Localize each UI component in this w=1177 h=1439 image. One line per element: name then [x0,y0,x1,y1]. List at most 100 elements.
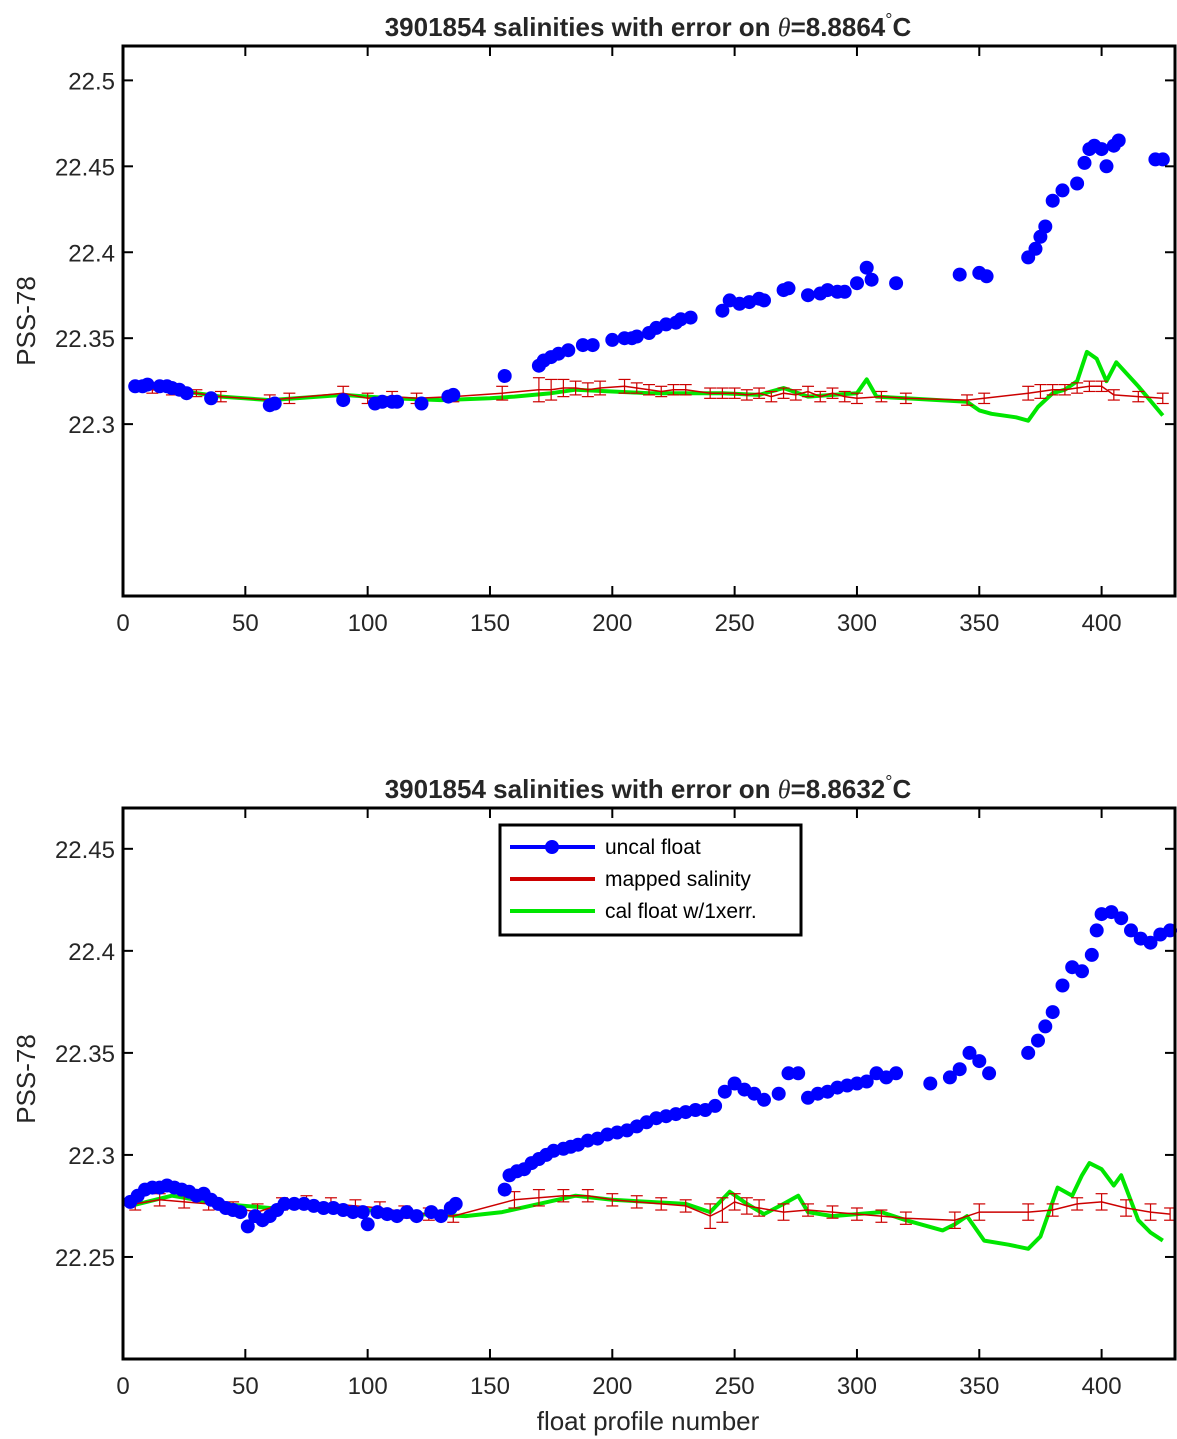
x-tick-label: 100 [348,1373,388,1400]
chart-title: 3901854 salinities with error on θ=8.863… [385,772,912,804]
error-bar [618,378,631,394]
error-bar [557,1189,570,1203]
chart-top: 3901854 salinities with error on θ=8.886… [11,10,1177,637]
data-point-uncal-float [952,1062,967,1077]
data-point-uncal-float [1038,1019,1053,1034]
data-point-uncal-float [346,1205,360,1220]
error-bar [728,387,741,399]
data-point-uncal-float [1111,133,1126,148]
data-point-uncal-float [1031,1033,1045,1048]
error-bar [899,392,912,405]
error-bar [961,394,974,406]
data-point-uncal-float [1070,176,1085,191]
error-bar [948,1211,961,1229]
data-point-uncal-float [1143,935,1158,950]
error-bar [814,390,827,403]
data-point-uncal-float [952,267,967,282]
data-point-uncal-float [240,1219,255,1234]
data-point-uncal-float [837,284,852,299]
y-tick-label: 22.3 [68,412,115,439]
data-point-uncal-float [140,377,155,392]
x-tick-label: 200 [592,610,632,637]
y-axis-label: PSS-78 [11,1034,41,1124]
data-point-uncal-float [708,1098,723,1113]
y-axis-label: PSS-78 [11,276,41,366]
y-tick-label: 22.5 [68,68,115,95]
error-bar [1046,383,1059,396]
legend-entry: uncal float [510,836,701,859]
error-bar [850,1207,863,1221]
data-point-uncal-float [204,391,219,406]
data-point-uncal-float [923,1076,938,1091]
error-bar [753,1199,766,1217]
data-point-uncal-float [1075,964,1089,979]
x-tick-label: 400 [1082,1373,1122,1400]
y-tick-label: 22.4 [68,939,115,966]
data-point-uncal-float [1028,241,1043,256]
x-tick-label: 0 [116,610,129,637]
error-bar [716,387,729,399]
data-point-uncal-float [1021,1045,1036,1060]
x-tick-label: 200 [592,1373,632,1400]
error-bar [643,383,655,396]
data-point-uncal-float [683,310,698,325]
data-point-uncal-float [1094,142,1109,157]
data-point-uncal-float [267,396,282,411]
error-bar [1058,383,1071,396]
y-tick-label: 22.3 [68,1143,115,1170]
data-point-uncal-float [605,332,620,347]
error-bar [978,392,991,405]
error-bar [1120,1199,1133,1217]
data-point-uncal-float [1084,947,1099,962]
error-bar [1132,390,1145,403]
data-point-uncal-float [717,1084,732,1099]
error-bar [1095,380,1108,393]
x-tick-label: 150 [470,610,510,637]
error-bar [850,392,863,405]
plot-area: 0 50 100 150 200 250 300 350 400 22.25 22.3 22.35 22… [55,806,1177,1400]
error-bar [777,1203,790,1221]
error-bar [581,1189,594,1203]
x-tick-label: 50 [232,1373,259,1400]
error-bar [802,385,815,398]
error-bar [838,390,851,403]
x-tick-label: 300 [837,1373,877,1400]
legend-entry: cal float w/1xerr. [510,900,757,923]
data-point-uncal-float [864,272,879,287]
x-tick-label: 250 [715,610,755,637]
legend-entry: mapped salinity [510,868,751,891]
data-point-uncal-float [1124,923,1138,938]
error-bar [569,380,582,396]
error-bar [704,387,717,399]
data-point-uncal-float [889,276,904,291]
error-bar [716,1197,729,1223]
data-point-uncal-float [434,1209,448,1224]
x-tick-label: 350 [959,610,999,637]
error-bar [545,378,558,401]
data-point-uncal-float [982,1066,997,1081]
x-tick-label: 300 [837,610,877,637]
y-tick-label: 22.35 [55,1041,115,1068]
error-bar [630,1195,643,1209]
axes-box [121,806,1177,1361]
plot-background [123,46,1175,596]
data-point-uncal-float [781,1066,796,1081]
error-bar [581,382,594,398]
x-tick-label: 350 [959,1373,999,1400]
x-axis-label: float profile number [537,1406,760,1436]
x-tick-label: 250 [715,1373,755,1400]
x-tick-label: 150 [470,1373,510,1400]
y-tick-label: 22.4 [68,240,115,267]
error-bar [826,387,839,399]
error-bar [740,389,753,401]
legend-label: uncal float [605,836,701,859]
legend-marker [545,840,559,854]
data-point-uncal-float [585,338,600,353]
error-bar [1071,1197,1084,1211]
error-bar [1071,382,1084,394]
data-point-uncal-float [336,393,351,408]
error-bar [1022,1203,1035,1221]
error-bar [740,1197,753,1215]
error-bar [655,385,668,398]
